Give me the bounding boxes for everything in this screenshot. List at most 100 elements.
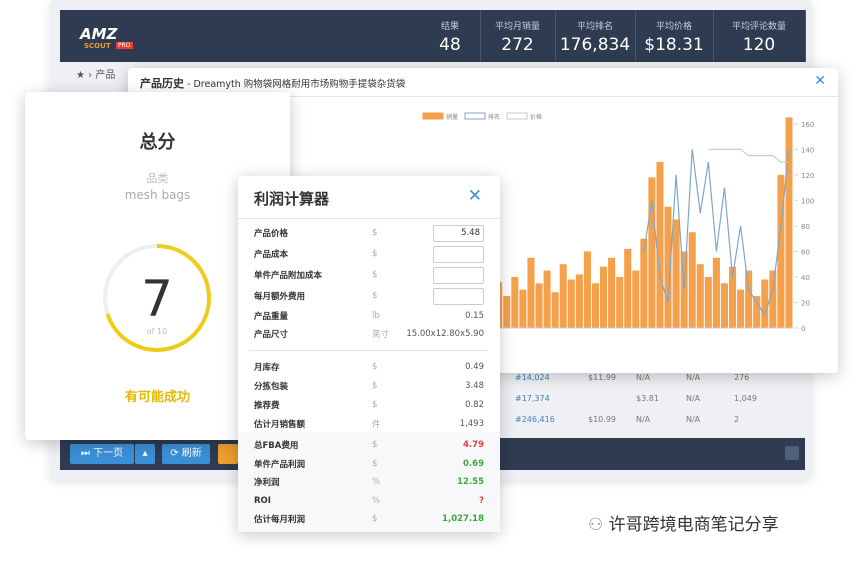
next-label: 下一页 — [93, 448, 124, 459]
stat-label: 平均月销量 — [494, 22, 540, 32]
category-label: 品类 — [146, 172, 169, 185]
extra-button[interactable] — [218, 444, 238, 464]
bar — [769, 270, 777, 328]
calc-close[interactable]: ✕ — [467, 186, 482, 206]
logo: AMZ — [80, 25, 118, 43]
calc-row: 产品重量 lb 0.15 — [254, 307, 484, 325]
row-unit: $ — [372, 249, 378, 259]
table-cell: N/A — [686, 394, 701, 403]
table-cell: 1,049 — [734, 394, 757, 403]
calc-title: 利润计算器 — [254, 190, 330, 208]
row-value: 4.79 — [463, 440, 484, 450]
row-unit: $ — [372, 400, 378, 410]
legend-label: 销量 — [446, 113, 458, 121]
divider — [128, 96, 838, 97]
calc-row: 产品价格 $5.48 — [254, 224, 484, 242]
row-unit: $ — [372, 270, 378, 280]
row-label: 估计月销售额 — [254, 420, 306, 430]
watermark-text: 许哥跨境电商笔记分享 — [608, 515, 779, 535]
verdict: 有可能成功 — [124, 390, 190, 405]
logo-sub: SCOUT — [84, 42, 111, 50]
breadcrumb: ★ › 产品 — [76, 70, 116, 81]
y-tick-label: 20 — [801, 299, 810, 307]
bar — [737, 289, 745, 328]
table-cell: N/A — [636, 373, 651, 382]
copy-icon[interactable] — [785, 446, 799, 460]
row-value: 0.15 — [465, 311, 484, 321]
bar — [648, 177, 656, 328]
legend-label: 排名 — [488, 113, 500, 121]
row-label: 推荐费 — [254, 401, 280, 411]
row-label: 分拣包装 — [254, 382, 289, 392]
stat-value: 120 — [742, 35, 776, 55]
category: mesh bags — [124, 188, 191, 202]
table-cell: $3.81 — [636, 394, 659, 403]
bar — [785, 117, 793, 328]
stat: 平均价格 $18.31 — [635, 10, 714, 62]
table-cell: N/A — [686, 415, 701, 424]
stat-label: 结果 — [440, 22, 459, 32]
y-tick-label: 140 — [801, 146, 814, 154]
bar — [720, 283, 728, 328]
row-value: 1,027.18 — [442, 514, 484, 524]
input-field[interactable] — [433, 287, 484, 305]
row-label: 产品价格 — [254, 229, 289, 239]
calc-row: ROI%? — [254, 492, 484, 510]
stat: 平均排名 176,834 — [555, 10, 636, 62]
score-max: of 10 — [147, 327, 167, 336]
bar — [583, 251, 591, 328]
bar — [543, 270, 551, 328]
row-unit: 英寸 — [372, 330, 390, 340]
stat: 平均评论数量 120 — [713, 10, 806, 62]
bar — [729, 266, 737, 328]
y-tick-label: 160 — [801, 121, 814, 129]
row-unit: $ — [372, 440, 378, 450]
table-cell: N/A — [686, 373, 701, 382]
close-button[interactable]: ✕ — [814, 73, 826, 89]
refresh-button[interactable]: ⟳ 刷新 — [162, 444, 210, 464]
bar — [559, 264, 567, 328]
refresh-label: 刷新 — [181, 448, 202, 459]
row-value: 0.69 — [463, 458, 484, 469]
stat-label: 平均价格 — [655, 22, 692, 32]
row-value: 1,493 — [459, 419, 484, 429]
calc-row: 月库存 $0.49 — [254, 358, 484, 376]
bar — [753, 296, 761, 328]
legend-swatch — [422, 112, 444, 120]
bar — [616, 276, 624, 328]
y-tick-label: 40 — [801, 274, 810, 282]
row-value: 12.55 — [457, 477, 484, 487]
bar — [527, 257, 535, 328]
stat: 结果 48 — [420, 10, 481, 62]
input-value: 5.48 — [461, 227, 480, 238]
table-cell: N/A — [636, 415, 651, 424]
calc-row: 单件产品附加成本 $ — [254, 266, 484, 284]
bar — [575, 274, 583, 328]
input-field[interactable] — [433, 245, 484, 263]
bar — [511, 276, 519, 328]
stat-value: 176,834 — [559, 35, 631, 55]
row-value: 3.48 — [465, 381, 484, 391]
row-unit: 件 — [372, 420, 381, 430]
input-field[interactable]: 5.48 — [433, 224, 484, 242]
y-tick-label: 80 — [801, 223, 810, 231]
bar — [704, 276, 712, 328]
bar — [600, 266, 608, 328]
row-unit: $ — [372, 362, 378, 372]
next-button[interactable]: ⏭ 下一页 — [70, 444, 134, 464]
input-field[interactable] — [433, 266, 484, 284]
row-value: ? — [479, 495, 484, 506]
calc-row: 分拣包装 $3.48 — [254, 377, 484, 395]
calc-row: 净利润% 12.55 — [254, 473, 484, 491]
dropdown-button[interactable]: ▴ — [135, 444, 155, 464]
table-cell: $11.99 — [588, 373, 616, 382]
gauge-arc — [105, 244, 211, 352]
bar — [745, 270, 753, 328]
row-label: 总FBA费用 — [254, 441, 299, 451]
logo-badge: PRO — [116, 42, 133, 49]
legend-swatch — [506, 112, 528, 120]
title: 产品历史 — [140, 77, 184, 90]
calc-row: 估计每月利润 $1,027.18 — [254, 510, 484, 528]
bar — [567, 279, 575, 328]
